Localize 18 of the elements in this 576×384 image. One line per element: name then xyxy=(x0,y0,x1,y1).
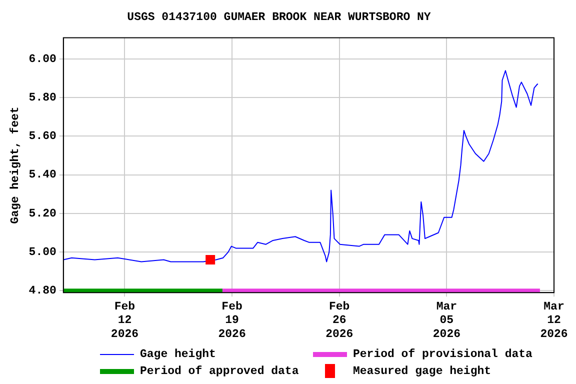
legend-label: Period of provisional data xyxy=(353,348,532,361)
x-tick-label: Feb 12 2026 xyxy=(110,300,139,341)
x-tick-label: Mar 12 2026 xyxy=(540,300,568,341)
y-tick-label: 5.80 xyxy=(28,92,56,105)
legend-label: Gage height xyxy=(140,348,216,361)
chart-title: USGS 01437100 GUMAER BROOK NEAR WURTSBORO NY xyxy=(127,10,431,24)
y-tick-label: 5.60 xyxy=(28,130,56,144)
y-tick-label: 5.00 xyxy=(28,246,56,259)
legend-label: Period of approved data xyxy=(140,364,299,378)
y-tick-label: 4.80 xyxy=(28,284,56,298)
y-tick-label: 6.00 xyxy=(28,52,56,66)
x-tick-label: Feb 19 2026 xyxy=(218,300,246,341)
y-tick-label: 5.40 xyxy=(28,168,56,182)
x-tick-label: Mar 05 2026 xyxy=(432,300,461,341)
x-tick-label: Feb 26 2026 xyxy=(326,300,354,341)
y-tick-label: 5.20 xyxy=(28,207,56,220)
legend-label: Measured gage height xyxy=(353,364,492,378)
y-axis-title: Gage height, feet xyxy=(8,106,22,224)
